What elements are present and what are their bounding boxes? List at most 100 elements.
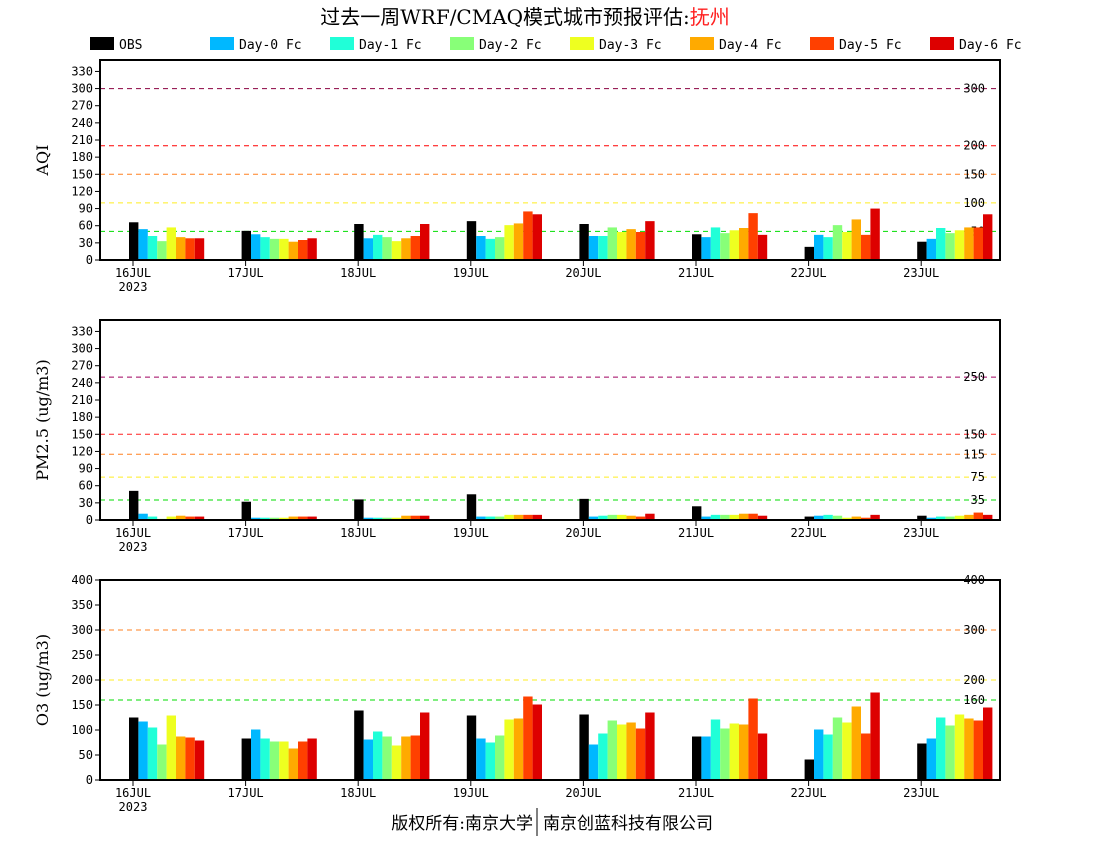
- bar: [729, 723, 739, 780]
- chart-title: 过去一周WRF/CMAQ模式城市预报评估:抚州: [320, 5, 730, 29]
- bar: [410, 236, 420, 260]
- bar: [626, 515, 636, 520]
- bar: [485, 238, 495, 260]
- bar: [870, 692, 880, 780]
- x-tick-label: 18JUL: [340, 526, 376, 540]
- bar: [917, 515, 927, 520]
- bar: [954, 515, 965, 520]
- bar: [579, 224, 589, 260]
- y-tick-label: 240: [71, 116, 93, 130]
- bar: [692, 736, 702, 780]
- bar: [626, 229, 636, 260]
- bar: [185, 516, 195, 520]
- bar: [804, 759, 814, 780]
- reference-label: 35: [971, 493, 985, 507]
- x-tick-label: 17JUL: [228, 786, 264, 800]
- bar: [298, 240, 308, 260]
- reference-label: 150: [963, 167, 985, 181]
- bar: [157, 744, 167, 780]
- bar: [579, 498, 589, 520]
- y-tick-label: 150: [71, 698, 93, 712]
- bar: [748, 698, 758, 780]
- bar: [269, 238, 280, 260]
- y-tick-label: 180: [71, 410, 93, 424]
- legend-swatch: [330, 37, 354, 50]
- bar: [814, 729, 824, 780]
- x-tick-label: 17JUL: [228, 266, 264, 280]
- x-tick-label: 19JUL: [453, 266, 489, 280]
- y-tick-label: 240: [71, 376, 93, 390]
- bar: [617, 514, 627, 520]
- bar: [513, 718, 524, 780]
- bar: [185, 238, 195, 260]
- bar: [814, 234, 824, 260]
- reference-label: 300: [963, 623, 985, 637]
- reference-label: 250: [963, 370, 985, 384]
- bar: [495, 237, 505, 260]
- bar: [279, 741, 289, 780]
- bar: [504, 514, 514, 520]
- footer-copyright: 版权所有:南京大学: [391, 814, 533, 834]
- bar: [373, 731, 383, 780]
- bar: [598, 733, 608, 780]
- bar: [823, 237, 833, 260]
- bar: [832, 515, 843, 520]
- reference-label: 150: [963, 427, 985, 441]
- y-tick-label: 270: [71, 99, 93, 113]
- x-tick-label: 18JUL: [340, 786, 376, 800]
- bar: [138, 721, 148, 780]
- reference-label: 115: [963, 447, 985, 461]
- bar: [757, 515, 768, 520]
- bar: [823, 734, 833, 780]
- x-tick-label: 22JUL: [791, 786, 827, 800]
- bar: [354, 499, 364, 520]
- bar: [176, 736, 186, 780]
- bar: [635, 728, 646, 780]
- bar: [739, 228, 749, 260]
- y-tick-label: 350: [71, 598, 93, 612]
- x-tick-label: 20JUL: [565, 266, 601, 280]
- bar: [748, 513, 758, 520]
- bar: [495, 516, 505, 520]
- plot-frame: [99, 319, 1001, 521]
- y-tick-label: 180: [71, 150, 93, 164]
- bar: [954, 714, 965, 780]
- bar: [861, 517, 871, 520]
- bar: [832, 717, 843, 780]
- title-city: 抚州: [690, 5, 730, 29]
- bar: [391, 745, 402, 780]
- bar: [485, 742, 495, 780]
- legend-label: OBS: [119, 38, 142, 53]
- x-tick-label: 22JUL: [791, 266, 827, 280]
- legend-label: Day-4 Fc: [719, 38, 782, 53]
- bar: [410, 735, 420, 780]
- bar: [476, 516, 486, 520]
- bar: [926, 238, 936, 260]
- bar: [964, 227, 974, 260]
- bar: [588, 516, 599, 520]
- bar: [466, 715, 477, 780]
- bar: [861, 234, 871, 260]
- y-tick-label: 0: [86, 513, 93, 527]
- bar: [251, 729, 261, 780]
- bar: [410, 515, 420, 520]
- x-tick-label: 21JUL: [678, 786, 714, 800]
- y-tick-label: 330: [71, 64, 93, 78]
- bar: [373, 234, 383, 260]
- bar: [176, 515, 186, 520]
- bar: [288, 516, 298, 520]
- bar: [842, 722, 852, 780]
- bar: [420, 712, 430, 780]
- bar: [617, 232, 627, 260]
- reference-label: 300: [963, 82, 985, 96]
- y-tick-label: 60: [79, 219, 93, 233]
- bar: [288, 748, 298, 780]
- bar: [739, 513, 749, 520]
- bar: [832, 225, 843, 260]
- y-tick-label: 210: [71, 133, 93, 147]
- bar: [945, 233, 955, 260]
- x-tick-label: 20JUL: [565, 786, 601, 800]
- bar: [260, 237, 270, 260]
- bar: [166, 227, 176, 260]
- bar: [635, 516, 646, 520]
